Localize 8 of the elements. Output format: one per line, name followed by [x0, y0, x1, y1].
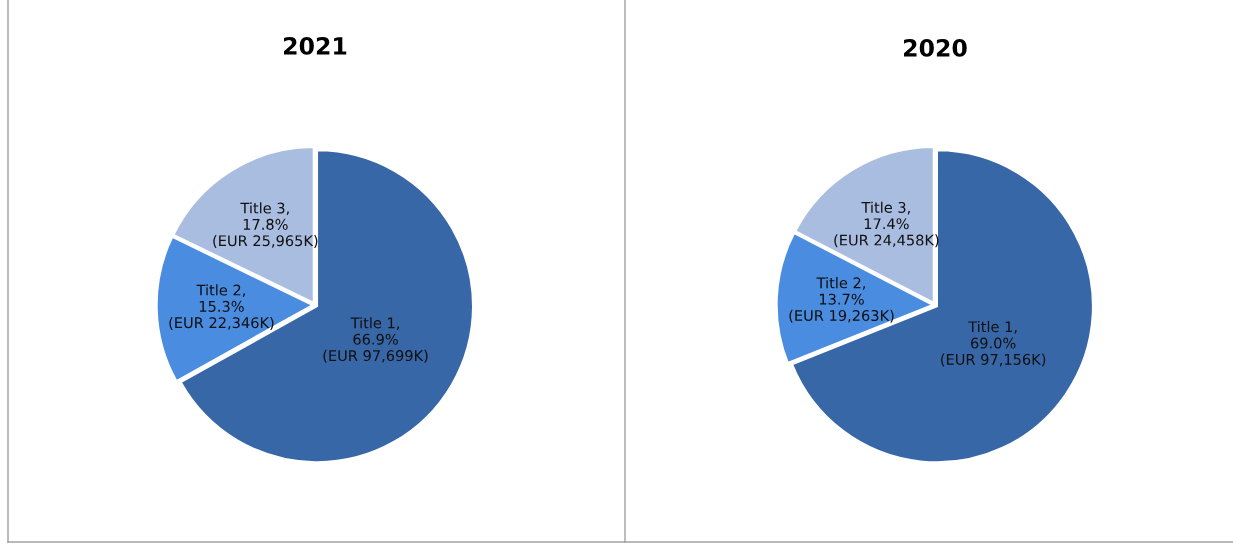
slice-label: Title 2, 13.7% (EUR 19,263K) — [789, 277, 894, 323]
chart-title: 2021 — [284, 36, 347, 55]
slice-label: Title 1, 66.9% (EUR 97,699K) — [323, 317, 428, 363]
slice-label: Title 1, 69.0% (EUR 97,156K) — [941, 320, 1046, 367]
chart-title: 2020 — [904, 38, 967, 57]
slice-label: Title 3, 17.8% (EUR 25,965K) — [213, 202, 318, 248]
slice-label: Title 2, 15.3% (EUR 22,346K) — [169, 284, 274, 330]
slice-label: Title 3, 17.4% (EUR 24,458K) — [834, 201, 939, 248]
